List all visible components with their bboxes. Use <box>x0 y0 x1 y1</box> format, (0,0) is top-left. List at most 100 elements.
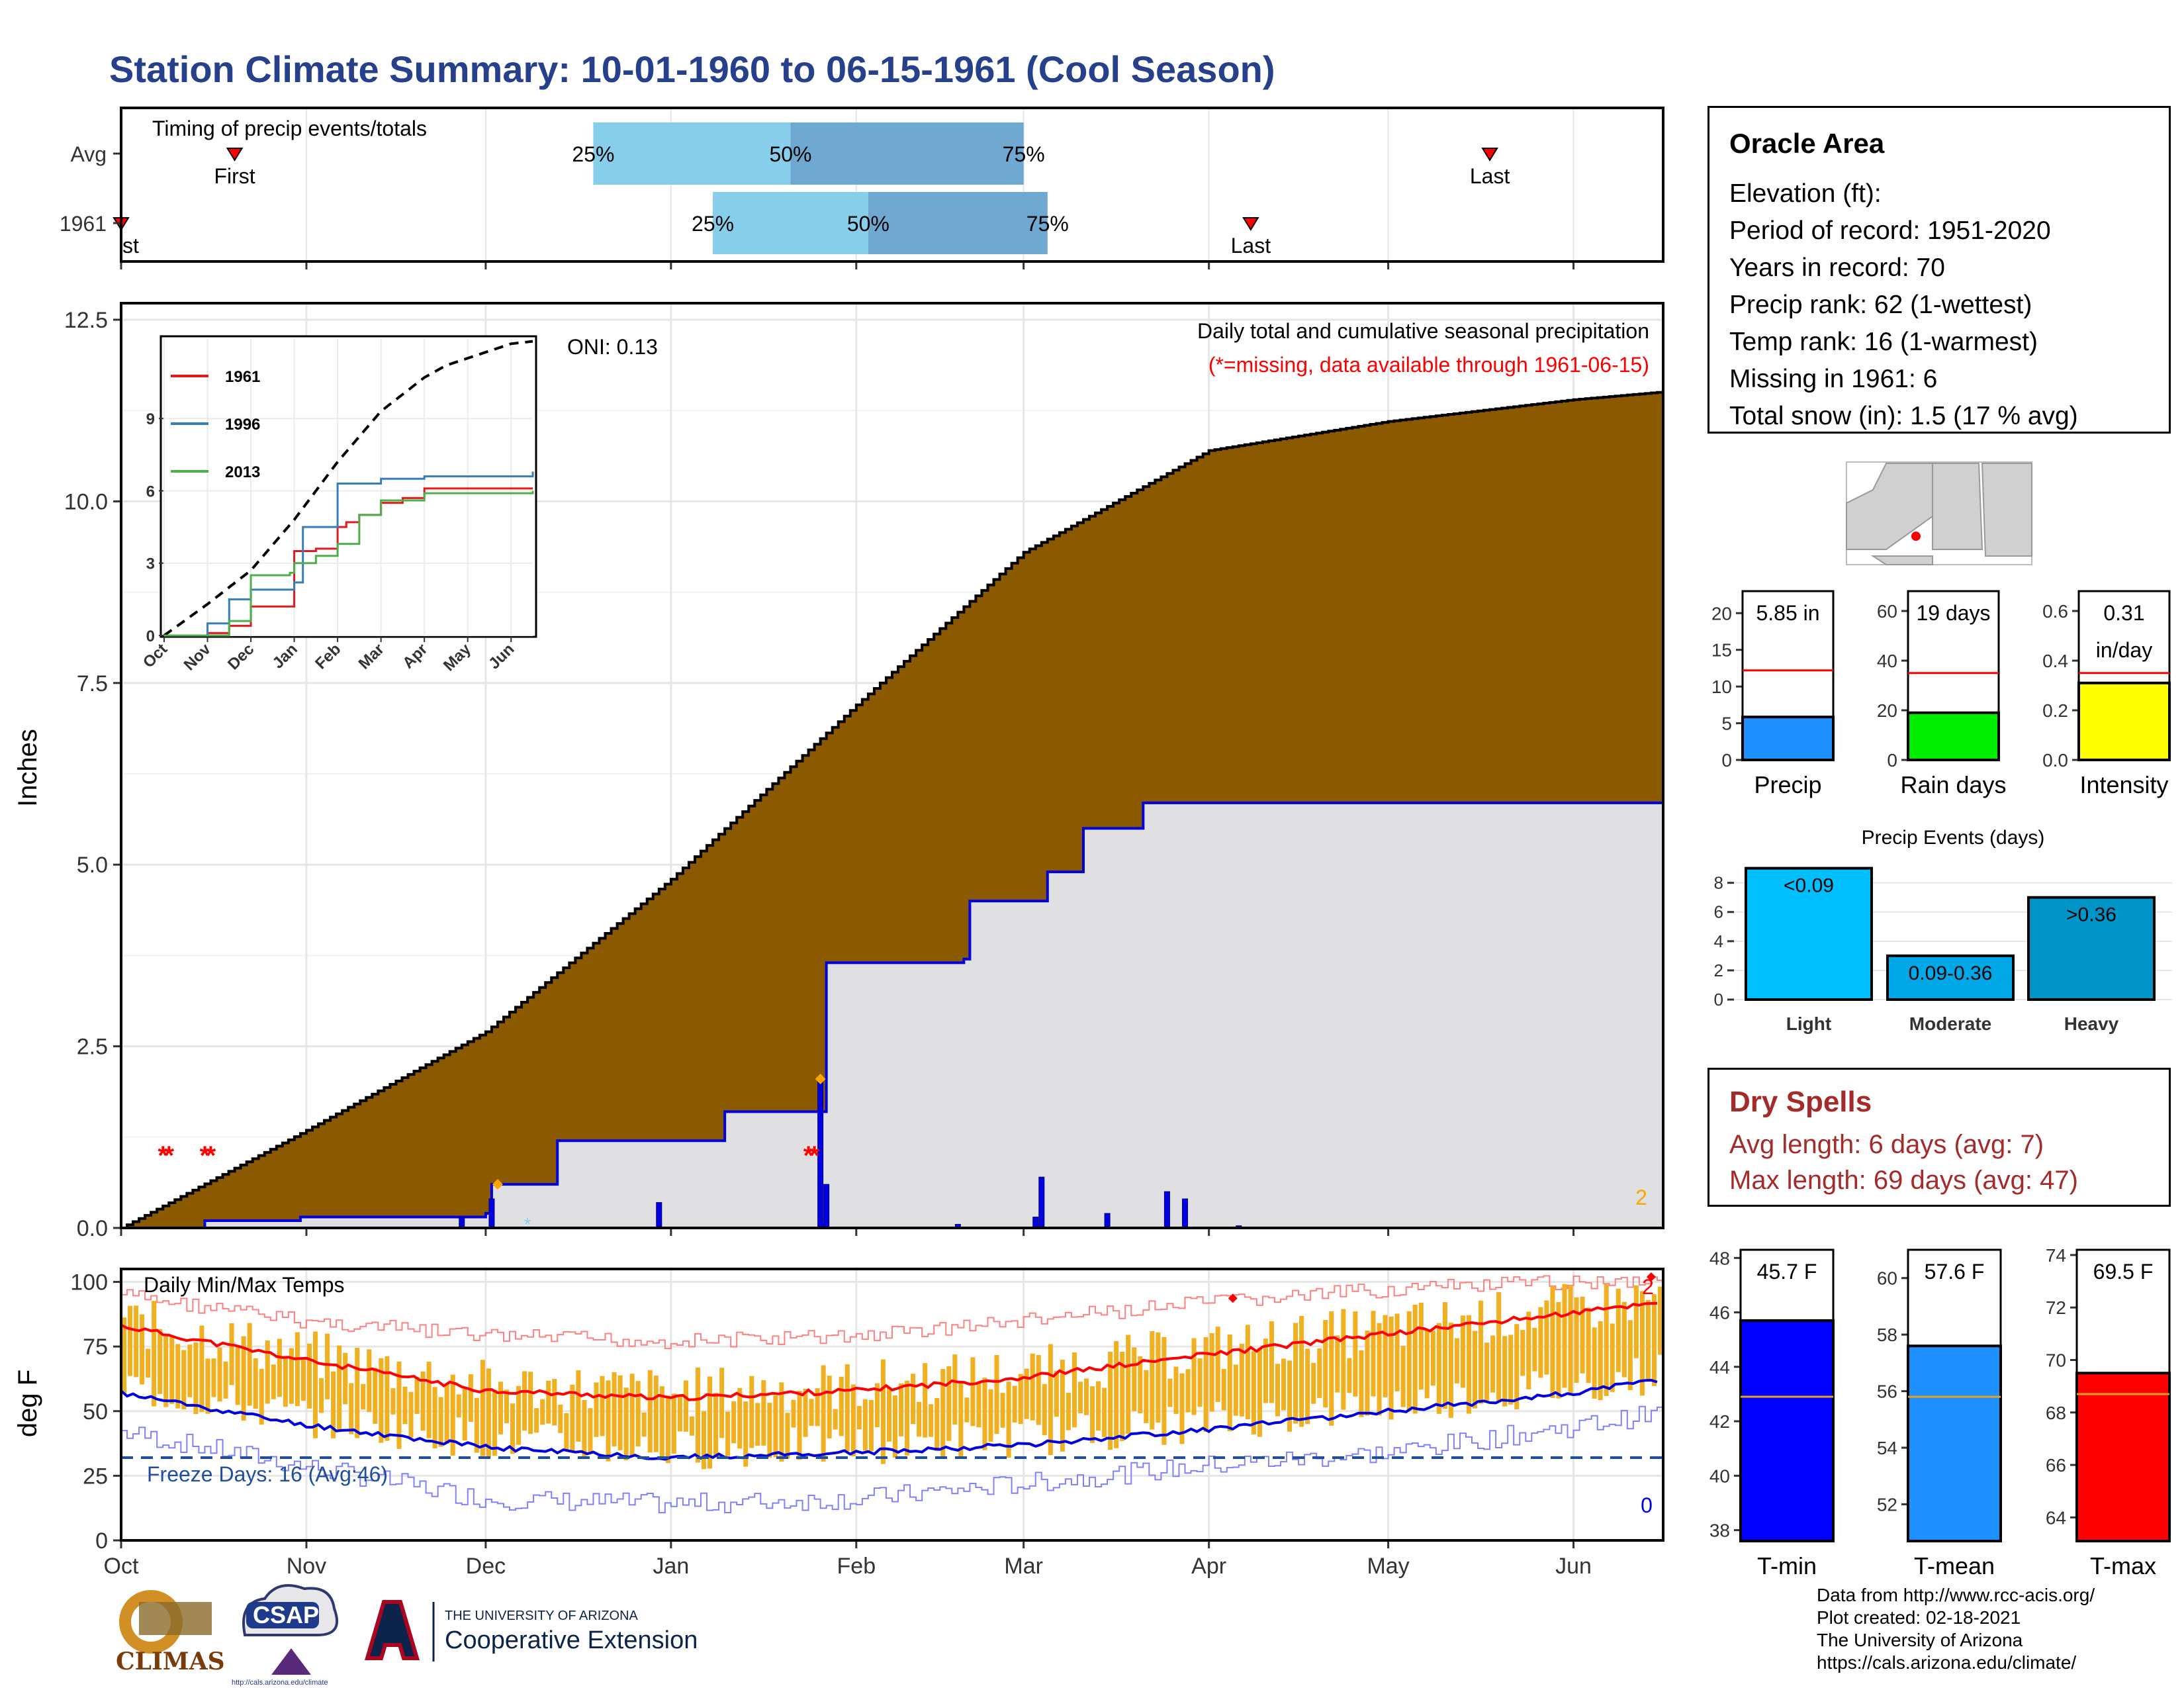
events-title: Precip Events (days) <box>1862 827 2045 849</box>
daily-temp-bar <box>1496 1291 1502 1402</box>
daily-temp-bar <box>893 1395 898 1458</box>
daily-temp-bar <box>1604 1284 1609 1396</box>
snow-marker <box>815 1073 826 1084</box>
events-ytick-label: 6 <box>1714 902 1723 922</box>
temp-mean-1-ytick-label: 58 <box>1877 1325 1897 1345</box>
current-cumulative-area <box>121 802 1663 1228</box>
timing-bar-q50-q75 <box>868 192 1048 254</box>
events-bar <box>1886 954 2015 1002</box>
daily-temp-bar <box>546 1380 551 1424</box>
daily-temp-bar <box>1299 1315 1304 1427</box>
daily-temp-bar <box>737 1387 743 1449</box>
daily-temp-bar <box>1083 1378 1089 1415</box>
daily-temp-bar <box>289 1348 294 1404</box>
temp-mean-0-ytick-label: 44 <box>1709 1357 1730 1378</box>
daily-temp-bar <box>856 1405 862 1430</box>
daily-temp-bar <box>958 1381 964 1458</box>
temp-mean-1-ytick-label: 56 <box>1877 1382 1897 1402</box>
temps-xtick-label: Mar <box>1004 1554 1043 1579</box>
daily-temp-bar <box>379 1358 384 1443</box>
daily-temp-bar <box>1114 1341 1119 1448</box>
daily-temps-panel: 0 25 50 75 100 Oct Nov Dec Jan Feb Mar Apr May Jun Dai… <box>13 1268 1664 1579</box>
daily-temp-bar <box>641 1412 647 1437</box>
daily-temp-bar <box>1448 1323 1453 1418</box>
daily-temp-bar <box>952 1354 958 1425</box>
daily-temp-bar <box>779 1382 784 1462</box>
daily-temp-bar <box>713 1393 719 1458</box>
daily-temp-bar <box>683 1380 688 1432</box>
daily-temp-bar <box>1633 1285 1639 1358</box>
events-bar-label: >0.36 <box>2066 904 2116 926</box>
daily-temp-bar <box>283 1358 288 1407</box>
events-category-label: Heavy <box>2064 1013 2119 1034</box>
daily-temp-bar <box>534 1408 539 1433</box>
daily-temp-bar <box>755 1403 760 1446</box>
daily-temp-bar <box>934 1397 940 1452</box>
precip-total-2-ytick-label: 0.6 <box>2042 601 2068 622</box>
csap-logo: CSAP http://cals.arizona.edu/climate <box>232 1584 338 1687</box>
daily-temp-bar <box>325 1333 330 1399</box>
dry-spells-avg: Avg length: 6 days (avg: 7) <box>1729 1130 2044 1159</box>
inset-legend-label: 1961 <box>225 368 260 386</box>
daily-temp-bar <box>516 1385 522 1445</box>
daily-temp-bar <box>241 1336 246 1421</box>
inset-average-line <box>163 340 533 637</box>
daily-temp-bar <box>1574 1297 1579 1383</box>
temps-xtick-label: Dec <box>466 1554 506 1579</box>
daily-temp-bar <box>193 1342 199 1415</box>
daily-temp-bar <box>874 1383 880 1427</box>
daily-temp-bar <box>528 1372 533 1434</box>
daily-temp-bar <box>1096 1381 1101 1431</box>
daily-temp-bar <box>719 1368 725 1438</box>
temps-xtick-label: Apr <box>1191 1554 1226 1579</box>
daily-temp-bar <box>1036 1354 1041 1425</box>
temp-mean-0-ytick-label: 48 <box>1709 1248 1730 1268</box>
temps-ylabel: deg F <box>13 1370 42 1437</box>
current-cumulative-line <box>121 801 1663 1229</box>
daily-temp-bar <box>253 1358 258 1409</box>
timing-q75-label: 75% <box>1026 212 1069 236</box>
daily-temp-bar <box>1394 1313 1400 1391</box>
missing-marker: * <box>200 1141 210 1170</box>
temp-mean-0-bar <box>1739 1319 1835 1542</box>
precip-total-0-ytick-label: 15 <box>1711 640 1732 661</box>
precip-total-0-bar <box>1741 716 1835 762</box>
daily-temp-bar <box>1108 1351 1113 1450</box>
timing-first-marker <box>226 148 244 162</box>
daily-temp-bar <box>1090 1386 1095 1443</box>
temp-mean-2-ytick-label: 66 <box>2046 1455 2066 1476</box>
daily-temp-bar <box>1203 1336 1208 1432</box>
daily-temp-bar <box>1651 1294 1657 1386</box>
precip-total-1-ytick-label: 40 <box>1877 651 1897 671</box>
timing-last-label: Last <box>1470 164 1510 188</box>
daily-temp-bar <box>970 1357 976 1427</box>
precip-total-0-ytick-label: 0 <box>1721 750 1732 771</box>
daily-temp-bar <box>1167 1378 1173 1407</box>
daily-temp-bar <box>1645 1299 1651 1380</box>
daily-temp-bar <box>1275 1364 1281 1417</box>
daily-temp-bar <box>492 1389 497 1456</box>
daily-temp-bar <box>1556 1301 1561 1399</box>
daily-temp-bar <box>522 1371 527 1431</box>
daily-temp-bar <box>582 1400 587 1460</box>
daily-precip-bar <box>459 1217 465 1229</box>
info-temp-rank: Temp rank: 16 (1-warmest) <box>1729 328 2038 356</box>
precip-total-2-category-label: Intensity <box>2079 771 2168 798</box>
temps-ytick-label: 0 <box>95 1528 108 1554</box>
main-title: Daily total and cumulative seasonal prec… <box>1197 319 1649 343</box>
daily-temp-bar <box>1120 1351 1125 1441</box>
precip-total-0-ytick-label: 5 <box>1721 714 1732 734</box>
daily-temp-bar <box>367 1349 372 1413</box>
timing-bar-q25-q50 <box>593 122 791 185</box>
daily-temp-bar <box>868 1400 874 1452</box>
daily-temp-bar <box>1347 1358 1352 1393</box>
daily-temp-bar <box>917 1401 922 1437</box>
inset-ytick-label: 0 <box>146 628 155 645</box>
daily-temp-bar <box>1418 1302 1424 1390</box>
daily-temp-bar <box>988 1389 993 1442</box>
timing-last-marker <box>1481 148 1498 162</box>
daily-temp-bar <box>1126 1335 1131 1434</box>
daily-temp-bar <box>1526 1311 1531 1389</box>
daily-temp-bar <box>1412 1304 1418 1414</box>
